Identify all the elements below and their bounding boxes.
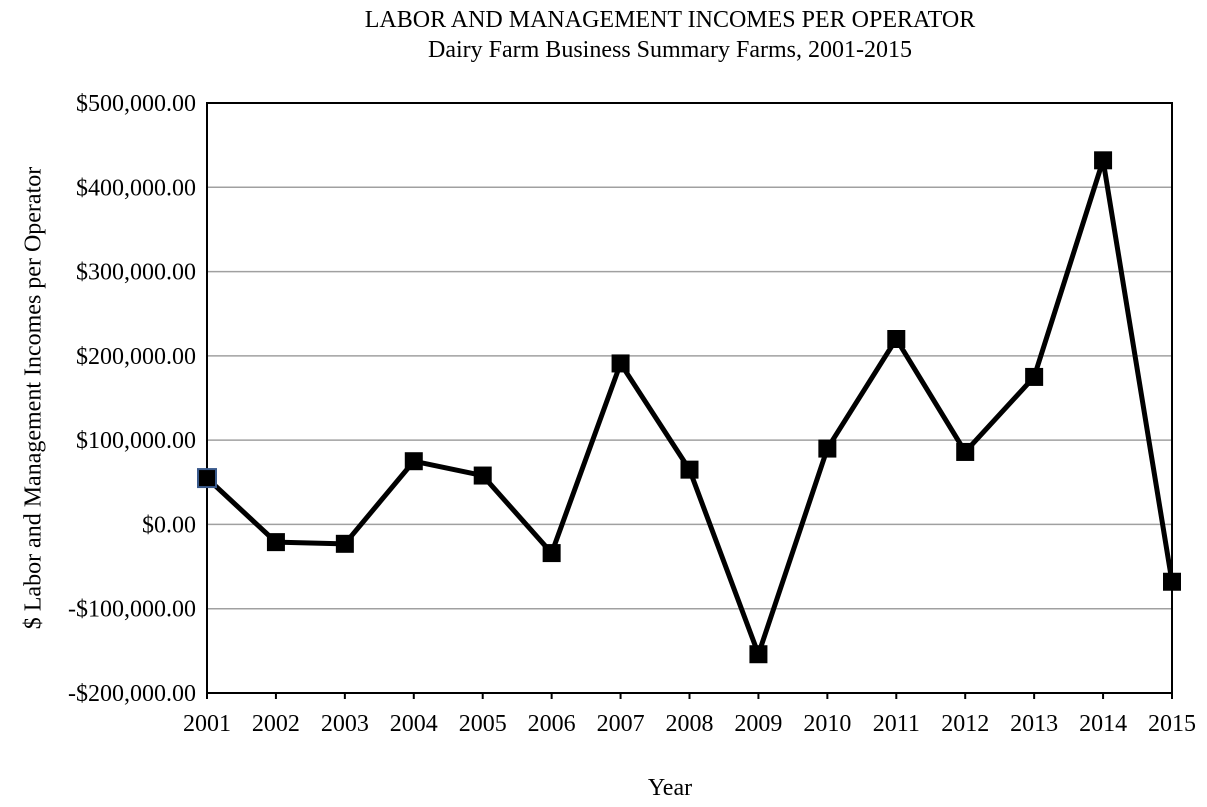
series-line [205,157,1175,657]
x-tick-label: 2005 [459,711,507,737]
x-tick-label: 2014 [1079,711,1127,737]
x-tick-label: 2004 [390,711,438,737]
x-tick-label: 2009 [734,711,782,737]
data-point [404,452,423,471]
data-point [887,330,906,348]
data-point [611,354,630,373]
data-point [542,544,561,563]
x-tick-label: 2006 [528,711,576,737]
x-tick-label: 2012 [941,711,989,737]
y-tick-label: $400,000.00 [76,175,196,201]
chart-title: LABOR AND MANAGEMENT INCOMES PER OPERATO… [364,7,976,33]
x-tick-label: 2007 [597,711,645,737]
y-tick-label: $0.00 [142,512,196,538]
data-point [680,460,699,479]
data-point [473,466,492,485]
data-point [749,645,768,664]
plot-border [206,102,1173,694]
chart-subtitle: Dairy Farm Business Summary Farms, 2001-… [428,37,912,63]
y-tick-label: $100,000.00 [76,428,196,454]
data-point [1025,367,1044,386]
data-point [197,468,217,489]
x-tick-label: 2001 [183,711,231,737]
data-point [956,442,975,461]
data-point [266,533,285,552]
data-point [335,534,354,553]
x-tick-label: 2003 [321,711,369,737]
x-tick-label: 2010 [803,711,851,737]
y-tick-label: $200,000.00 [76,344,196,370]
data-point [1163,572,1181,591]
y-tick-label: $500,000.00 [76,91,196,117]
x-tick-label: 2008 [666,711,714,737]
x-axis-label: Year [647,775,693,801]
data-point [818,439,837,458]
data-point [1094,151,1113,170]
x-tick-label: 2013 [1010,711,1058,737]
y-tick-label: $300,000.00 [76,260,196,286]
x-tick-label: 2015 [1148,711,1196,737]
x-tick-label: 2002 [252,711,300,737]
y-tick-label: -$100,000.00 [68,597,196,623]
x-tick-label: 2011 [873,711,920,737]
y-tick-label: -$200,000.00 [68,681,196,707]
